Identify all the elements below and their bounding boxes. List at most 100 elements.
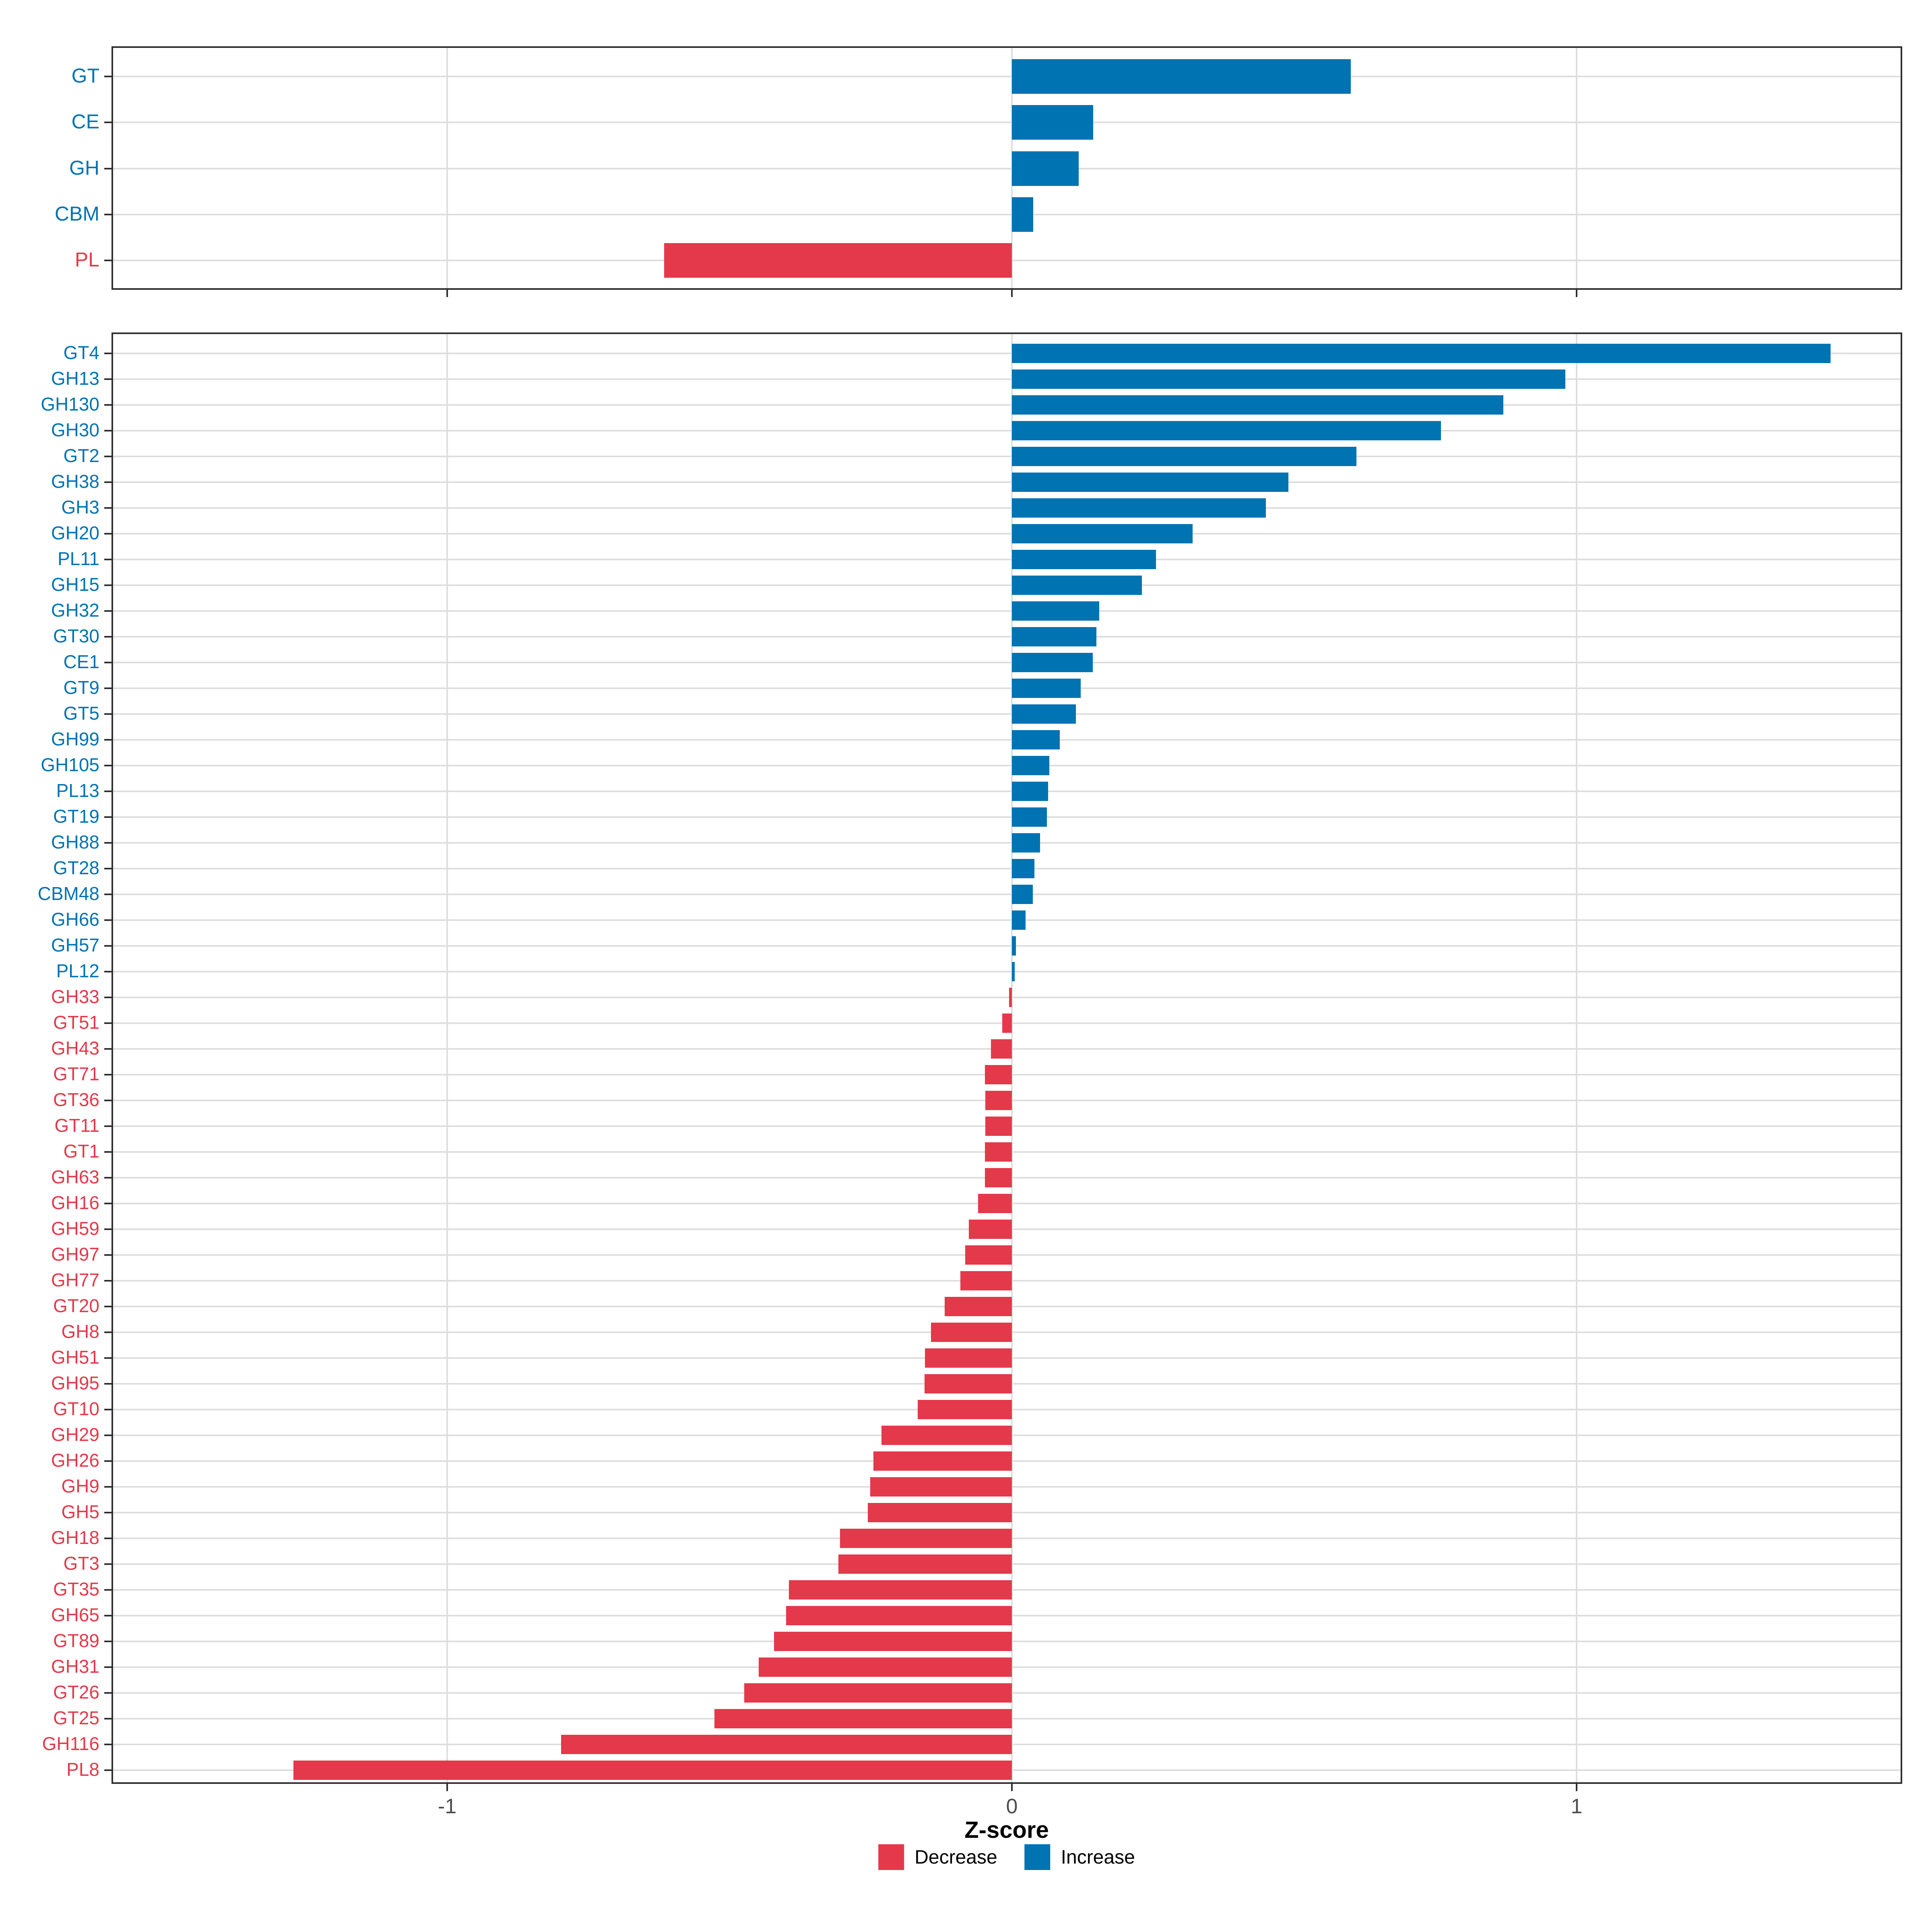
category-label-GT4: GT4 [63,342,99,363]
gridline-row [113,713,1901,715]
gridline-row [113,481,1901,483]
x-axis-tick-0 [1011,290,1013,297]
y-axis-tick [104,662,111,663]
y-axis-tick [104,765,111,766]
bar-GT26 [744,1683,1012,1703]
y-axis-tick [104,1769,111,1771]
bar-GT1 [985,1142,1012,1162]
y-axis-tick [104,481,111,483]
bar-GH18 [840,1529,1012,1548]
y-axis-tick [104,868,111,869]
bar-GH38 [1012,473,1289,492]
bar-GH3 [1012,498,1266,518]
gridline-row [113,507,1901,509]
y-axis-tick [104,584,111,586]
gridline-row [113,945,1901,947]
bar-GH95 [924,1374,1012,1393]
bar-GT19 [1012,807,1047,827]
gridline-row [113,584,1901,586]
y-axis-tick [104,213,111,215]
top-panel [111,46,1902,290]
y-axis-tick [104,1435,111,1436]
bar-GH66 [1012,910,1026,930]
y-axis-tick [104,404,111,406]
bar-GT51 [1002,1013,1012,1033]
bar-GH13 [1012,369,1565,389]
y-axis-tick [104,1203,111,1204]
bar-PL11 [1012,550,1156,569]
category-label-GT10: GT10 [53,1398,99,1420]
category-label-GH31: GH31 [51,1656,99,1677]
category-label-GH116: GH116 [42,1733,99,1754]
legend-label-increase: Increase [1061,1846,1135,1868]
category-label-GH97: GH97 [51,1244,99,1265]
y-axis-tick [104,122,111,124]
y-axis-tick [104,1228,111,1230]
category-label-CBM48: CBM48 [37,883,99,904]
category-label-GH95: GH95 [51,1373,99,1394]
category-label-GT35: GT35 [53,1579,99,1600]
bar-GH33 [1009,988,1012,1007]
category-label-GT71: GT71 [53,1063,99,1085]
gridline-x--1 [446,334,448,1782]
category-label-GT3: GT3 [63,1553,99,1574]
y-axis-tick [104,353,111,354]
x-axis-tick-0 [1011,1784,1013,1791]
bar-GH8 [931,1323,1012,1342]
category-label-GT26: GT26 [53,1682,99,1703]
y-axis-tick [104,1409,111,1410]
x-axis-title: Z-score [964,1817,1049,1843]
category-label-GH99: GH99 [51,729,99,750]
category-label-GT5: GT5 [63,703,99,724]
y-axis-tick [104,1692,111,1694]
y-axis-tick [104,894,111,895]
bar-GH59 [969,1220,1012,1239]
x-axis-tick--1 [446,1784,448,1791]
category-label-GH43: GH43 [51,1038,99,1059]
y-axis-tick [104,997,111,998]
bar-GH29 [881,1426,1012,1445]
category-label-GH105: GH105 [41,754,99,776]
bar-GH130 [1012,395,1503,415]
y-axis-tick [104,610,111,612]
gridline-row [113,739,1901,741]
category-label-PL13: PL13 [56,780,99,801]
bar-GH30 [1012,421,1441,440]
bar-GH [1012,151,1079,186]
y-axis-tick [104,1512,111,1513]
category-label-GT30: GT30 [53,625,99,647]
bar-GH43 [991,1039,1012,1059]
bar-GH97 [965,1245,1012,1265]
bar-GH88 [1012,833,1040,852]
y-axis-tick [104,1460,111,1462]
gridline-row [113,971,1901,972]
bar-PL13 [1012,782,1048,801]
bar-GH77 [960,1271,1012,1290]
bar-PL [664,243,1012,278]
bar-GT25 [714,1709,1012,1728]
y-axis-tick [104,167,111,169]
category-label-PL: PL [74,248,99,271]
gridline-row [113,559,1901,560]
bar-GH31 [759,1657,1012,1677]
y-axis-tick [104,1563,111,1565]
category-label-GH3: GH3 [61,497,99,518]
gridline-row [113,662,1901,663]
category-label-GT28: GT28 [53,857,99,879]
gridline-x-1 [1576,334,1577,1782]
legend-swatch-decrease [878,1844,904,1870]
y-axis-tick [104,507,111,509]
y-axis-tick [104,1538,111,1539]
category-label-GH16: GH16 [51,1192,99,1214]
category-label-GH29: GH29 [51,1424,99,1445]
bar-GT9 [1012,679,1081,698]
bar-GT71 [985,1065,1012,1084]
category-label-GH20: GH20 [51,522,99,544]
y-axis-tick [104,791,111,792]
gridline-row [113,765,1901,766]
y-axis-tick [104,842,111,844]
category-label-GH9: GH9 [61,1476,99,1497]
bar-GH5 [868,1503,1012,1522]
category-label-CBM: CBM [54,202,99,225]
